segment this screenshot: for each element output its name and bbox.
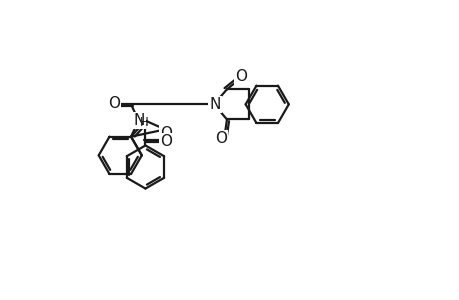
Text: O: O <box>235 69 247 84</box>
Text: H: H <box>140 116 149 129</box>
Text: N: N <box>134 113 145 128</box>
Text: O: O <box>107 96 119 111</box>
Text: O: O <box>160 134 172 149</box>
Text: O: O <box>214 131 226 146</box>
Text: N: N <box>209 97 220 112</box>
Text: O: O <box>160 126 172 141</box>
